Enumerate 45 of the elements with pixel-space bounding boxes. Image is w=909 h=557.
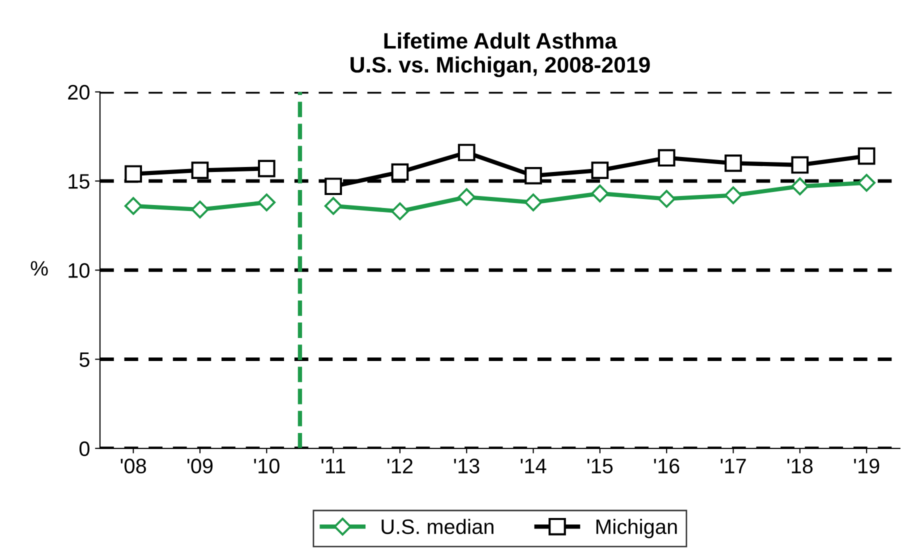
y-axis-title: %: [30, 261, 48, 276]
point: [258, 160, 276, 178]
y-tick-label: 0: [79, 441, 90, 456]
y-tick-label: 20: [68, 84, 90, 100]
point: [124, 165, 142, 183]
y-tick-label: 10: [68, 263, 90, 278]
point: [391, 202, 409, 220]
point: [791, 156, 809, 174]
legend-label: Michigan: [596, 518, 677, 538]
x-tick-label: '15: [587, 458, 613, 474]
x-tick-label: '17: [720, 458, 746, 474]
x-tick-label: '16: [654, 458, 680, 474]
x-tick-label: '19: [854, 458, 880, 474]
point: [591, 184, 609, 202]
point: [658, 190, 676, 208]
x-tick-label: '10: [254, 458, 280, 474]
point: [191, 162, 209, 180]
y-tick-label: 15: [68, 174, 90, 189]
y-tick-label: 5: [80, 352, 90, 368]
point: [858, 174, 876, 192]
x-tick-label: '13: [454, 458, 480, 474]
point: [791, 177, 809, 196]
point: [724, 186, 742, 204]
point: [258, 194, 276, 212]
point: [458, 144, 476, 162]
point: [324, 197, 342, 215]
legend-label: U.S. median: [382, 518, 494, 534]
x-tick-label: '11: [322, 458, 346, 474]
point: [191, 200, 209, 218]
point: [524, 194, 542, 212]
x-tick-label: '12: [387, 458, 412, 474]
point: [658, 149, 676, 167]
point: [591, 162, 609, 180]
point: [524, 166, 542, 184]
x-tick-label: '18: [787, 458, 813, 474]
point: [391, 163, 409, 181]
x-tick-label: '09: [187, 458, 213, 474]
point: [458, 188, 476, 206]
point: [724, 154, 742, 172]
x-tick-label: '08: [120, 458, 146, 474]
chart-title: Lifetime Adult Asthma U.S. vs. Michigan, 2008-2019: [350, 32, 650, 78]
point: [324, 178, 342, 196]
point: [858, 147, 876, 165]
point: [124, 197, 142, 215]
x-tick-label: '14: [520, 458, 546, 474]
